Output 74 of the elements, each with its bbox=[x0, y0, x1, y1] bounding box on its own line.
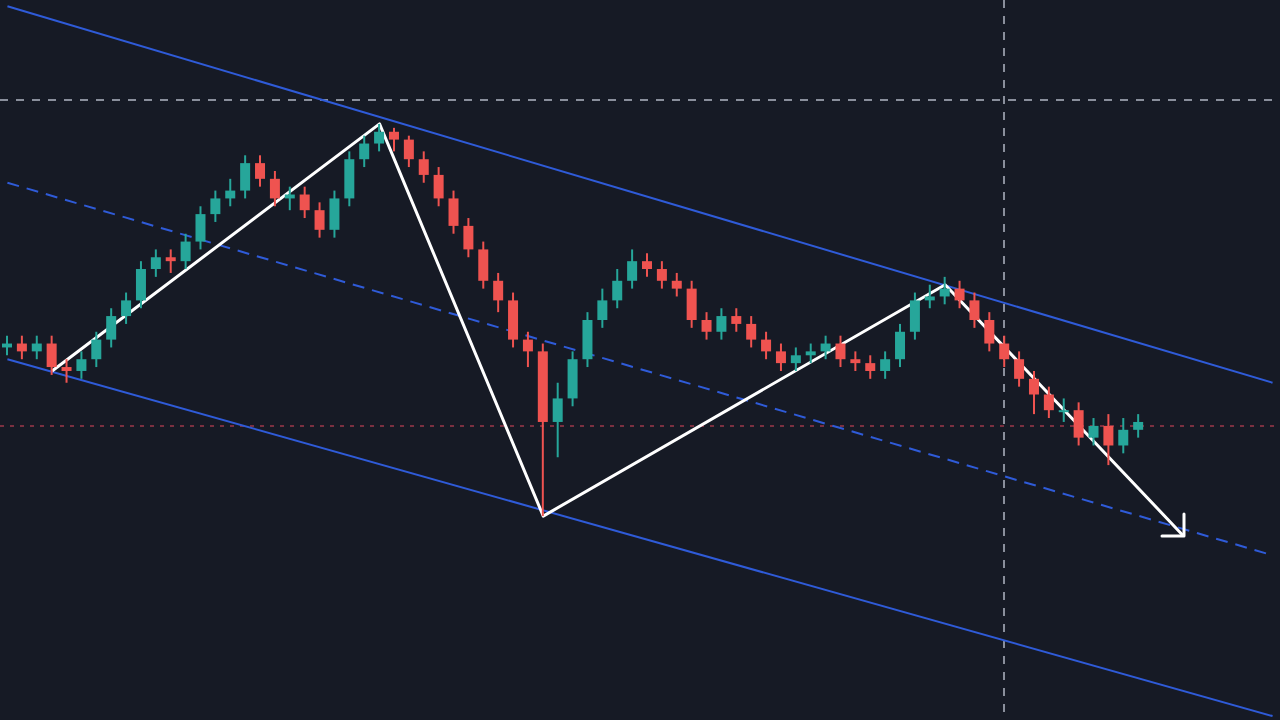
candlestick bbox=[165, 248, 176, 274]
candlestick bbox=[121, 291, 132, 325]
candlestick bbox=[1088, 417, 1099, 447]
candlestick bbox=[433, 166, 444, 208]
candlestick bbox=[210, 189, 221, 223]
candlestick bbox=[225, 177, 236, 208]
candlestick bbox=[269, 169, 280, 208]
candlestick bbox=[31, 334, 42, 361]
candlestick bbox=[1073, 401, 1084, 447]
candlestick bbox=[493, 271, 504, 314]
candlestick bbox=[46, 334, 57, 376]
candlestick bbox=[939, 275, 950, 306]
candlestick bbox=[1058, 397, 1069, 423]
candlestick bbox=[671, 271, 682, 298]
candlestick bbox=[135, 260, 146, 310]
candlestick bbox=[1118, 417, 1129, 455]
candlestick bbox=[865, 354, 876, 380]
candlestick bbox=[567, 350, 578, 408]
candlestick bbox=[522, 330, 533, 369]
candlestick bbox=[716, 307, 727, 341]
candlestick bbox=[686, 279, 697, 329]
candlestick bbox=[388, 126, 399, 153]
candlestick bbox=[582, 311, 593, 369]
candlestick bbox=[1014, 350, 1025, 388]
candlestick bbox=[790, 346, 801, 372]
candlestick bbox=[552, 381, 563, 459]
candlestick bbox=[746, 315, 757, 349]
candlestick bbox=[1133, 413, 1144, 439]
candlestick bbox=[240, 154, 251, 200]
candlestick bbox=[76, 350, 87, 380]
candlestick bbox=[180, 232, 191, 271]
candlestick bbox=[880, 350, 891, 380]
candlestick bbox=[359, 134, 370, 169]
candlestick bbox=[775, 342, 786, 372]
candlestick bbox=[895, 322, 906, 369]
candlestick bbox=[374, 122, 385, 153]
candlestick bbox=[195, 205, 206, 251]
candlestick bbox=[761, 330, 772, 361]
candlestick bbox=[418, 150, 429, 184]
candlestick bbox=[924, 283, 935, 310]
candlestick bbox=[403, 134, 414, 169]
candlestick bbox=[299, 185, 310, 220]
candlestick bbox=[61, 358, 72, 384]
candlestick bbox=[656, 260, 667, 290]
candlestick bbox=[478, 240, 489, 290]
candlestick bbox=[642, 252, 652, 278]
candlestick bbox=[820, 334, 831, 361]
candlestick bbox=[314, 201, 325, 239]
candlestick bbox=[850, 350, 861, 372]
candlestick bbox=[731, 307, 742, 333]
candlestick bbox=[909, 291, 920, 341]
candlestick bbox=[255, 154, 266, 188]
candlestick bbox=[106, 307, 117, 349]
candlestick bbox=[999, 334, 1010, 369]
candlestick bbox=[448, 189, 459, 235]
candlestick bbox=[612, 268, 623, 310]
candlestick bbox=[329, 189, 340, 239]
candlestick bbox=[969, 291, 980, 329]
candlestick bbox=[150, 248, 161, 278]
candlestick bbox=[954, 279, 965, 310]
candlestick bbox=[508, 291, 519, 349]
candlestick bbox=[463, 217, 474, 259]
candlestick bbox=[1028, 369, 1039, 416]
candlestick bbox=[344, 150, 355, 208]
candlestick bbox=[627, 248, 638, 290]
candlestick bbox=[984, 311, 995, 353]
candlestick bbox=[1103, 413, 1114, 467]
candlestick bbox=[16, 334, 27, 361]
candlestick bbox=[1043, 385, 1054, 420]
candlestick bbox=[597, 287, 608, 329]
candlestick bbox=[835, 334, 846, 369]
candlestick bbox=[91, 330, 102, 369]
candlestick bbox=[805, 342, 816, 365]
candlestick bbox=[701, 311, 712, 341]
